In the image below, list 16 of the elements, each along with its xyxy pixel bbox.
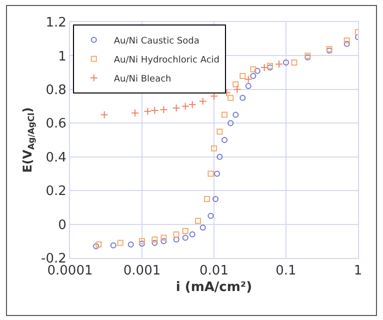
- x-tick-label: 0.001: [123, 264, 161, 279]
- y-tick-label: 0.2: [46, 184, 66, 200]
- y-tick-label: 0.8: [46, 82, 66, 98]
- y-tick-label: 0.6: [46, 116, 66, 132]
- x-tick-label: 1: [354, 264, 362, 279]
- y-tick-label: 1.2: [46, 16, 66, 31]
- y-tick-label: 0: [58, 218, 66, 233]
- x-tick-label: 0.1: [276, 264, 296, 279]
- y-tick-label: 1: [58, 49, 66, 64]
- x-tick-label: 0.0001: [47, 264, 93, 279]
- x-tick-label: 0.01: [200, 264, 228, 279]
- legend-label: Au/Ni Caustic Soda: [114, 36, 200, 46]
- x-axis-title: i (mA/cm²): [176, 280, 252, 296]
- y-tick-label: 0.4: [46, 150, 66, 166]
- legend-label: Au/Ni Bleach: [114, 74, 172, 84]
- legend-label: Au/Ni Hydrochloric Acid: [114, 55, 220, 66]
